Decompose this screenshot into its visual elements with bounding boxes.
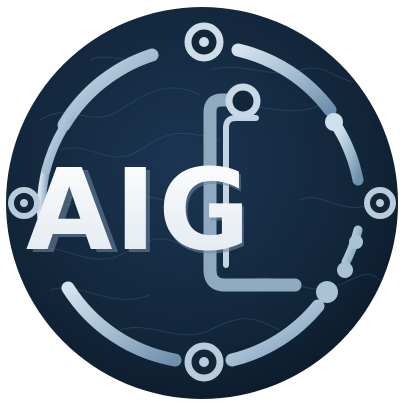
dot-node-icon [325,113,343,131]
bracket-node-icon [225,83,261,119]
g-bracket [203,93,302,292]
logo-text-group: AIG AIG [26,146,252,279]
logo-text: AIG [26,146,252,276]
circuit-nodes [8,22,396,382]
dot-node-icon [316,281,338,303]
logo-text-shadow: AIG [32,149,252,279]
circuit-ring [36,43,364,367]
background-disc [6,7,398,399]
dot-node-icon [349,235,363,249]
dot-node-icon [337,262,353,278]
